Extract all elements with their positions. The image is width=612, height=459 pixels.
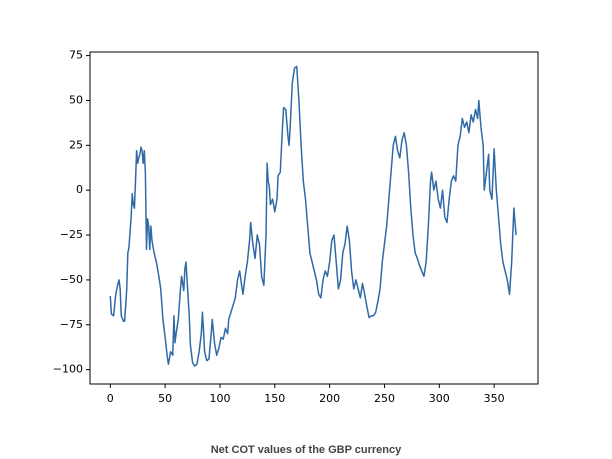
y-tick-label: −100 bbox=[53, 363, 83, 376]
y-tick-label: 75 bbox=[69, 49, 83, 62]
x-tick-label: 250 bbox=[374, 392, 395, 405]
x-tick-label: 300 bbox=[429, 392, 450, 405]
y-tick-label: −50 bbox=[60, 273, 83, 286]
x-tick-label: 100 bbox=[209, 392, 230, 405]
x-tick-label: 150 bbox=[264, 392, 285, 405]
data-line bbox=[109, 65, 517, 367]
x-tick-label: 0 bbox=[107, 392, 114, 405]
y-tick-label: 50 bbox=[69, 93, 83, 106]
y-tick-label: −75 bbox=[60, 318, 83, 331]
y-tick-label: 25 bbox=[69, 138, 83, 151]
caption: Net COT values of the GBP currency bbox=[211, 444, 402, 456]
plot-frame bbox=[89, 51, 539, 385]
y-tick-label: −25 bbox=[60, 228, 83, 241]
x-tick-label: 200 bbox=[319, 392, 340, 405]
x-tick-label: 50 bbox=[158, 392, 172, 405]
x-tick-label: 350 bbox=[484, 392, 505, 405]
y-tick-label: 0 bbox=[76, 183, 83, 196]
